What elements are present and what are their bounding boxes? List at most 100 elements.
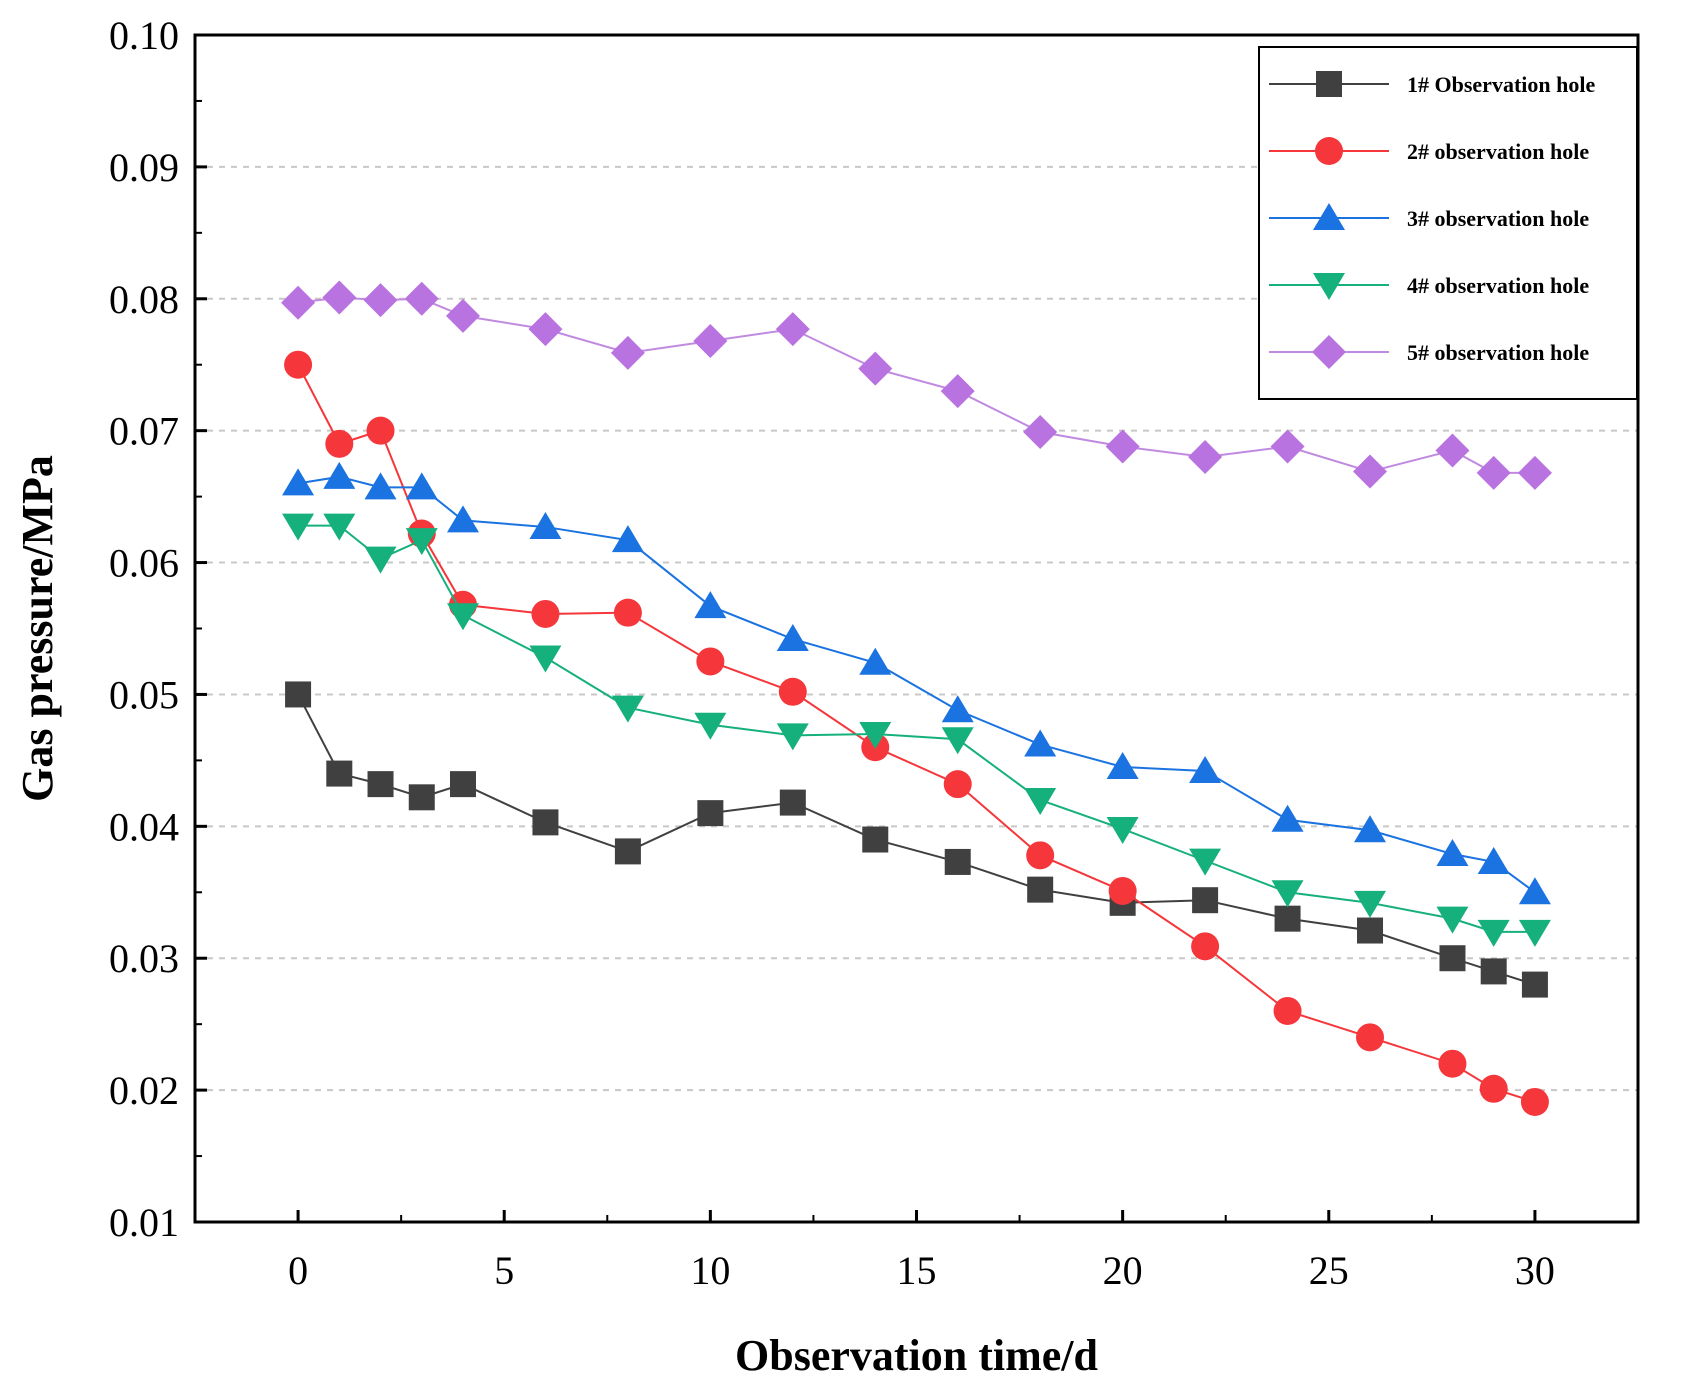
data-point [446, 505, 479, 533]
data-point [1273, 996, 1302, 1025]
data-point [1271, 880, 1304, 908]
data-point [366, 416, 395, 445]
data-point [1026, 841, 1055, 870]
series-4 [282, 513, 1551, 947]
data-point [449, 771, 476, 798]
series-group [281, 280, 1552, 1116]
legend-label: 3# observation hole [1407, 206, 1589, 231]
legend-marker [1316, 71, 1342, 97]
data-point [1024, 729, 1057, 757]
x-tick-label: 20 [1103, 1248, 1143, 1293]
series-5 [281, 280, 1552, 490]
legend-item: 2# observation hole [1269, 137, 1589, 165]
legend-marker [1313, 273, 1345, 300]
data-point [405, 528, 438, 556]
data-point [1439, 945, 1466, 972]
data-point [1518, 919, 1551, 947]
data-point [694, 712, 727, 740]
data-point [282, 513, 315, 541]
data-point [1192, 887, 1219, 914]
data-point [1106, 751, 1139, 779]
data-point [1188, 440, 1223, 475]
data-point [1274, 905, 1301, 932]
data-point [1480, 958, 1507, 985]
y-tick-label: 0.08 [109, 277, 179, 322]
data-point [529, 645, 562, 673]
data-point [363, 283, 398, 318]
data-point [326, 760, 353, 787]
data-point [323, 461, 356, 489]
data-point [285, 681, 312, 708]
data-point [859, 647, 892, 675]
y-axis-title: Gas pressure/MPa [13, 455, 62, 802]
data-point [1357, 917, 1384, 944]
data-point [697, 800, 724, 827]
data-point [1271, 804, 1304, 832]
data-point [364, 546, 397, 574]
legend-label: 2# observation hole [1407, 139, 1589, 164]
data-point [943, 770, 972, 799]
x-tick-label: 30 [1515, 1248, 1555, 1293]
data-point [1270, 429, 1305, 464]
legend-marker [1313, 203, 1345, 230]
data-point [1354, 890, 1387, 918]
data-point [941, 727, 974, 755]
data-point [1354, 815, 1387, 843]
legend-label: 1# Observation hole [1407, 72, 1595, 97]
data-point [944, 848, 971, 875]
x-tick-label: 15 [897, 1248, 937, 1293]
data-point [694, 591, 727, 619]
data-point [862, 826, 889, 853]
y-tick-label: 0.06 [109, 541, 179, 586]
y-tick-label: 0.10 [109, 13, 179, 58]
data-point [528, 312, 563, 347]
data-point [1191, 932, 1220, 961]
data-point [1518, 877, 1551, 905]
series-line [298, 524, 1535, 933]
data-point [775, 312, 810, 347]
data-point [405, 472, 438, 500]
legend-marker [1315, 137, 1343, 165]
data-point [1477, 919, 1510, 947]
data-point [1353, 454, 1388, 489]
data-point [611, 525, 644, 553]
data-point [445, 298, 480, 333]
data-point [1027, 876, 1054, 903]
data-point [1436, 839, 1469, 867]
series-3 [282, 461, 1551, 905]
data-point [531, 599, 560, 628]
y-tick-label: 0.05 [109, 672, 179, 717]
x-tick-label: 5 [494, 1248, 514, 1293]
data-point [1189, 848, 1222, 876]
data-point [408, 784, 435, 811]
data-point [322, 280, 357, 315]
data-point [940, 374, 975, 409]
series-line [297, 364, 1536, 1103]
data-point [776, 624, 809, 652]
data-point [1438, 1049, 1467, 1078]
legend-label: 4# observation hole [1407, 273, 1589, 298]
data-point [611, 695, 644, 723]
data-point [1521, 971, 1548, 998]
legend-marker [1312, 335, 1346, 369]
data-point [284, 350, 313, 379]
data-point [1108, 876, 1137, 905]
data-point [1356, 1023, 1385, 1052]
y-tick-label: 0.09 [109, 145, 179, 190]
data-point [529, 511, 562, 539]
y-tick-label: 0.02 [109, 1068, 179, 1113]
legend: 1# Observation hole 2# observation hole 3#… [1258, 46, 1638, 400]
data-point [1105, 429, 1140, 464]
data-point [282, 468, 315, 496]
data-point [1024, 787, 1057, 815]
data-point [693, 323, 728, 358]
legend-item: 3# observation hole [1269, 203, 1589, 231]
data-point [610, 335, 645, 370]
legend-item: 4# observation hole [1269, 273, 1589, 300]
series-line [297, 475, 1536, 894]
data-point [1189, 755, 1222, 783]
data-point [364, 472, 397, 500]
legend-item: 5# observation hole [1269, 335, 1589, 369]
data-point [1436, 906, 1469, 934]
